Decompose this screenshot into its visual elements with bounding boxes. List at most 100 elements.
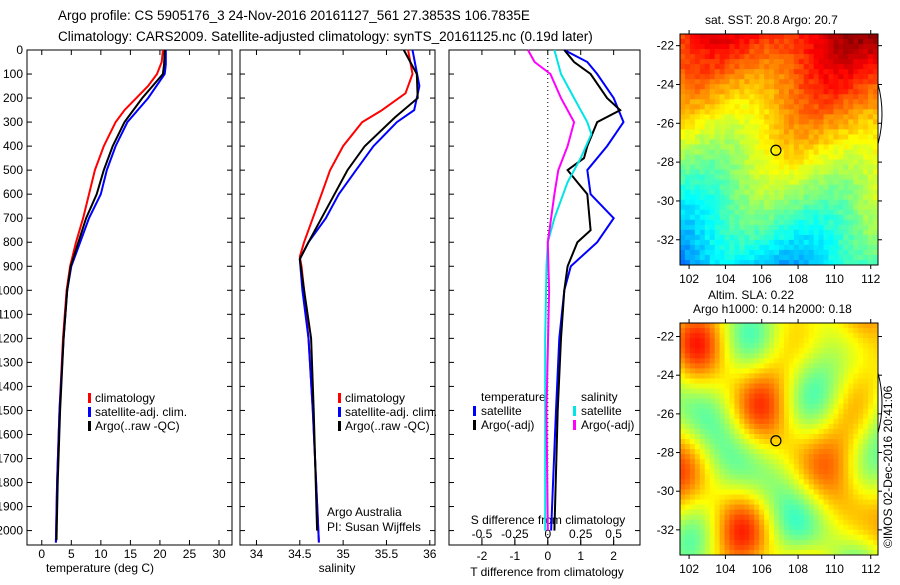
map-cell: [873, 534, 879, 541]
y-tick-label: 900: [3, 259, 23, 273]
map-cell: [769, 348, 775, 354]
map-cell: [724, 338, 730, 344]
map-cell: [783, 353, 790, 359]
map-cell: [779, 373, 785, 379]
map-cell: [858, 393, 864, 400]
map-cell: [724, 194, 730, 201]
map-cell: [798, 549, 805, 556]
map-cell: [739, 358, 745, 364]
map-cell: [774, 69, 780, 75]
map-cell: [680, 464, 686, 470]
map-cell: [783, 109, 790, 115]
y-tick-label: 600: [3, 187, 23, 201]
map-cell: [774, 139, 780, 145]
map-cell: [704, 459, 711, 465]
map-cell: [868, 159, 874, 165]
map-cell: [779, 59, 785, 65]
map-cell: [833, 459, 839, 465]
map-cell: [724, 154, 730, 160]
map-cell: [833, 398, 839, 405]
lon-tick-label: 102: [679, 272, 699, 286]
map-cell: [848, 144, 854, 150]
map-cell: [863, 149, 869, 155]
map-cell: [754, 408, 760, 415]
map-cell: [823, 104, 829, 110]
map-cell: [838, 74, 844, 80]
map-cell: [684, 149, 691, 155]
map-cell: [873, 169, 879, 176]
map-cell: [788, 64, 795, 70]
map-cell: [808, 484, 815, 490]
map-cell: [729, 254, 735, 261]
map-cell: [714, 353, 720, 359]
map-cell: [714, 154, 720, 160]
map-cell: [744, 129, 750, 135]
map-cell: [729, 99, 735, 105]
series-satellite-adj-clim-: [54, 50, 167, 543]
map-cell: [838, 323, 844, 329]
map-cell: [684, 124, 691, 130]
map-cell: [863, 489, 869, 495]
map-cell: [680, 229, 686, 236]
map-cell: [863, 249, 869, 256]
map-cell: [759, 254, 765, 261]
map-cell: [709, 229, 716, 236]
map-cell: [704, 239, 711, 246]
map-cell: [774, 524, 780, 531]
map-cell: [813, 89, 819, 95]
map-cell: [783, 144, 790, 150]
map-cell: [788, 84, 795, 90]
map-cell: [858, 74, 864, 80]
map-cell: [714, 199, 720, 206]
map-cell: [739, 79, 745, 85]
map-cell: [779, 519, 785, 526]
map-cell: [873, 474, 879, 480]
map-cell: [868, 249, 874, 256]
map-cell: [729, 509, 735, 516]
map-cell: [694, 64, 701, 70]
map-cell: [759, 519, 765, 526]
map-cell: [719, 469, 725, 475]
map-cell: [783, 74, 790, 80]
map-cell: [788, 348, 795, 354]
map-cell: [699, 433, 706, 440]
map-cell: [759, 444, 765, 450]
map-cell: [774, 219, 780, 226]
map-cell: [709, 214, 716, 221]
map-cell: [704, 439, 711, 445]
map-cell: [803, 64, 810, 70]
map-cell: [769, 249, 775, 256]
map-cell: [808, 209, 815, 216]
map-cell: [813, 74, 819, 80]
map-cell: [754, 74, 760, 80]
map-cell: [873, 134, 879, 140]
map-cell: [779, 239, 785, 246]
map-cell: [798, 433, 805, 440]
map-cell: [813, 84, 819, 90]
map-cell: [793, 459, 800, 465]
map-cell: [704, 529, 711, 536]
map-cell: [823, 114, 829, 120]
map-cell: [774, 373, 780, 379]
map-cell: [838, 353, 844, 359]
map-cell: [833, 244, 839, 251]
map-cell: [798, 109, 805, 115]
map-cell: [828, 214, 834, 221]
map-cell: [769, 34, 775, 40]
map-cell: [863, 408, 869, 415]
map-cell: [858, 249, 864, 256]
map-cell: [823, 433, 829, 440]
map-cell: [699, 408, 706, 415]
map-cell: [684, 184, 691, 191]
map-cell: [694, 343, 701, 349]
map-cell: [704, 363, 711, 369]
map-cell: [754, 539, 760, 546]
map-cell: [709, 119, 716, 125]
map-cell: [709, 539, 716, 546]
map-cell: [843, 474, 849, 480]
map-cell: [853, 368, 859, 374]
map-cell: [779, 549, 785, 556]
map-cell: [793, 154, 800, 160]
map-cell: [749, 363, 755, 369]
